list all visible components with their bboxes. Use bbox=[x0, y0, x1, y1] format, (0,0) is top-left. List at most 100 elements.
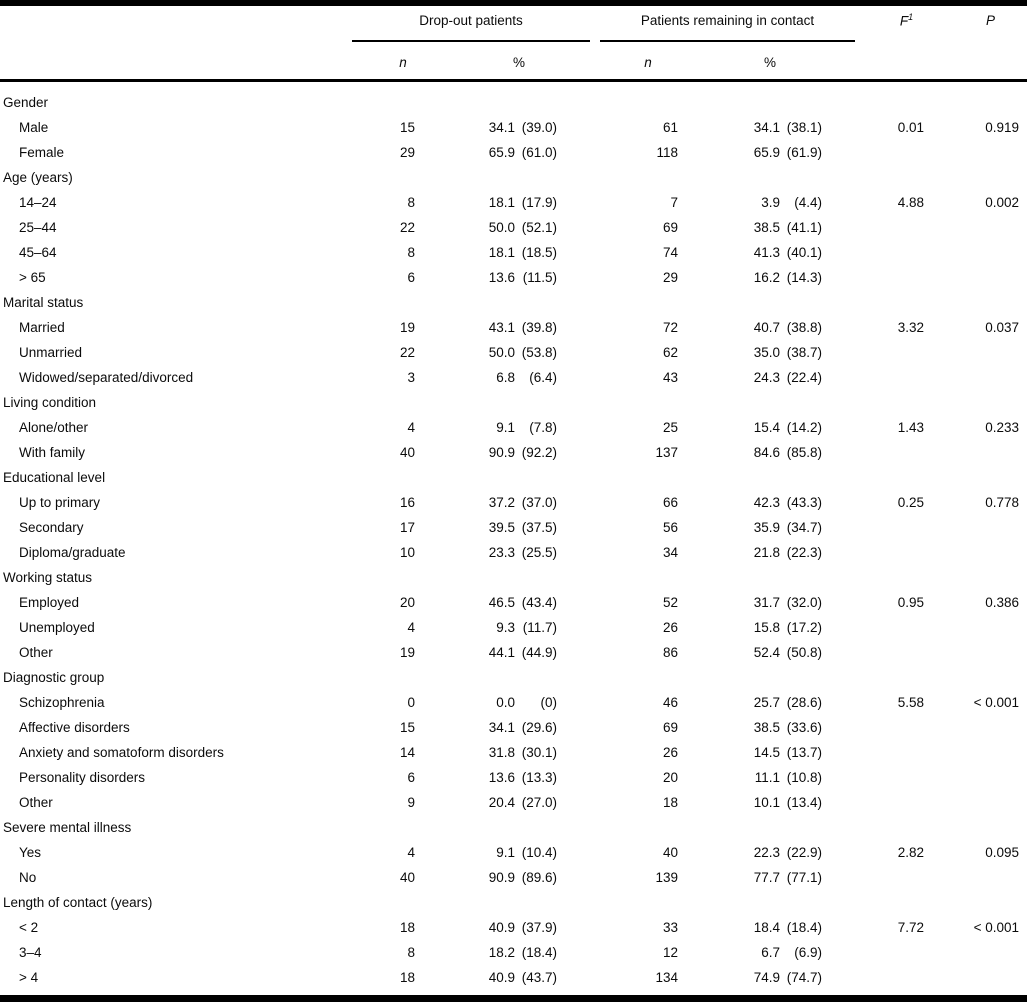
remaining-pct-paren: (50.8) bbox=[786, 645, 822, 660]
dropout-pct-cell: 39.5 (37.5) bbox=[452, 520, 572, 535]
dropout-pct-value: 34.1 bbox=[488, 120, 515, 135]
dropout-pct-value: 40.9 bbox=[488, 970, 515, 985]
data-row: Other 19 44.1 (44.9) 86 52.4 (50.8) bbox=[0, 640, 1027, 665]
p-value-header: P bbox=[985, 13, 995, 28]
remaining-n-value: 34 bbox=[662, 545, 678, 560]
dropout-pct-value: 46.5 bbox=[488, 595, 515, 610]
section-label: Living condition bbox=[3, 395, 97, 410]
remaining-pct-value: 42.3 bbox=[753, 495, 780, 510]
top-rule bbox=[0, 0, 1027, 6]
remaining-n-value: 20 bbox=[662, 770, 678, 785]
remaining-pct-value: 15.4 bbox=[753, 420, 780, 435]
remaining-pct-value: 84.6 bbox=[753, 445, 780, 460]
remaining-n-value: 46 bbox=[662, 695, 678, 710]
section-label: Marital status bbox=[3, 295, 84, 310]
remaining-pct-cell: 35.9 (34.7) bbox=[722, 520, 827, 535]
dropout-pct-cell: 18.2 (18.4) bbox=[452, 945, 572, 960]
dropout-pct-cell: 43.1 (39.8) bbox=[452, 320, 572, 335]
data-row: Female 29 65.9 (61.0) 118 65.9 (61.9) bbox=[0, 140, 1027, 165]
remaining-pct-paren: (18.4) bbox=[786, 920, 822, 935]
remaining-pct-value: 35.0 bbox=[753, 345, 780, 360]
remaining-pct-value: 74.9 bbox=[753, 970, 780, 985]
remaining-pct-cell: 84.6 (85.8) bbox=[722, 445, 827, 460]
data-row: Up to primary 16 37.2 (37.0) 66 42.3 (43.3) 0.2… bbox=[0, 490, 1027, 515]
remaining-pct-paren: (61.9) bbox=[786, 145, 822, 160]
remaining-pct-value: 31.7 bbox=[753, 595, 780, 610]
data-row: < 2 18 40.9 (37.9) 33 18.4 (18.4) 7.72 < 0.001 bbox=[0, 915, 1027, 940]
row-label: Diploma/graduate bbox=[19, 545, 126, 560]
p-value: 0.095 bbox=[985, 845, 1019, 860]
remaining-pct-paren: (32.0) bbox=[786, 595, 822, 610]
bottom-rule bbox=[0, 995, 1027, 1002]
dropout-pct-paren: (27.0) bbox=[521, 795, 557, 810]
remaining-n-value: 25 bbox=[662, 420, 678, 435]
dropout-pct-value: 65.9 bbox=[488, 145, 515, 160]
dropout-n-value: 40 bbox=[399, 445, 415, 460]
data-row: > 4 18 40.9 (43.7) 134 74.9 (74.7) bbox=[0, 965, 1027, 990]
remaining-pct-paren: (13.7) bbox=[786, 745, 822, 760]
data-row: Male 15 34.1 (39.0) 61 34.1 (38.1) 0.01 0.919 bbox=[0, 115, 1027, 140]
remaining-pct-paren: (85.8) bbox=[786, 445, 822, 460]
remaining-pct-value: 34.1 bbox=[753, 120, 780, 135]
row-label: Unemployed bbox=[19, 620, 95, 635]
remaining-pct-paren: (38.7) bbox=[786, 345, 822, 360]
row-label: 14–24 bbox=[19, 195, 57, 210]
data-row: Schizophrenia 0 0.0 (0) 46 25.7 (28.6) 5.58 < 0.… bbox=[0, 690, 1027, 715]
dropout-n-value: 6 bbox=[407, 770, 415, 785]
remaining-pct-value: 18.4 bbox=[753, 920, 780, 935]
remaining-pct-cell: 11.1 (10.8) bbox=[722, 770, 827, 785]
remaining-n-value: 7 bbox=[670, 195, 678, 210]
dropout-pct-cell: 50.0 (52.1) bbox=[452, 220, 572, 235]
dropout-pct-value: 9.1 bbox=[496, 420, 515, 435]
row-label: Up to primary bbox=[19, 495, 101, 510]
remaining-pct-paren: (28.6) bbox=[786, 695, 822, 710]
remaining-pct-cell: 40.7 (38.8) bbox=[722, 320, 827, 335]
remaining-pct-cell: 38.5 (33.6) bbox=[722, 720, 827, 735]
remaining-pct-paren: (17.2) bbox=[786, 620, 822, 635]
table-header: Drop-out patients Patients remaining in … bbox=[0, 0, 1027, 90]
dropout-pct-cell: 13.6 (13.3) bbox=[452, 770, 572, 785]
dropout-pct-cell: 40.9 (43.7) bbox=[452, 970, 572, 985]
dropout-group-underline bbox=[352, 40, 590, 42]
remaining-pct-cell: 77.7 (77.1) bbox=[722, 870, 827, 885]
remaining-pct-value: 3.9 bbox=[761, 195, 780, 210]
remaining-n-value: 69 bbox=[662, 720, 678, 735]
dropout-n-value: 8 bbox=[407, 195, 415, 210]
remaining-n-value: 134 bbox=[655, 970, 678, 985]
row-label: Married bbox=[19, 320, 65, 335]
dropout-n-value: 9 bbox=[407, 795, 415, 810]
f-statistic-value: 3.32 bbox=[897, 320, 924, 335]
f-letter: F bbox=[899, 13, 909, 29]
header-rule bbox=[0, 79, 1027, 82]
column-group-dropout-patients: Drop-out patients bbox=[419, 13, 523, 28]
dropout-pct-paren: (7.8) bbox=[529, 420, 557, 435]
dropout-pct-paren: (18.4) bbox=[521, 945, 557, 960]
remaining-pct-cell: 34.1 (38.1) bbox=[722, 120, 827, 135]
dropout-pct-paren: (10.4) bbox=[521, 845, 557, 860]
data-row: Married 19 43.1 (39.8) 72 40.7 (38.8) 3.32 0.037 bbox=[0, 315, 1027, 340]
remaining-pct-cell: 21.8 (22.3) bbox=[722, 545, 827, 560]
dropout-n-value: 15 bbox=[399, 720, 415, 735]
data-row: > 65 6 13.6 (11.5) 29 16.2 (14.3) bbox=[0, 265, 1027, 290]
remaining-pct-paren: (40.1) bbox=[786, 245, 822, 260]
remaining-pct-value: 22.3 bbox=[753, 845, 780, 860]
f-statistic-value: 7.72 bbox=[897, 920, 924, 935]
dropout-pct-cell: 20.4 (27.0) bbox=[452, 795, 572, 810]
f-statistic-value: 5.58 bbox=[897, 695, 924, 710]
remaining-pct-paren: (74.7) bbox=[786, 970, 822, 985]
dropout-n-value: 19 bbox=[399, 645, 415, 660]
dropout-pct-paren: (13.3) bbox=[521, 770, 557, 785]
dropout-pct-paren: (39.0) bbox=[521, 120, 557, 135]
dropout-pct-value: 40.9 bbox=[488, 920, 515, 935]
remaining-pct-cell: 15.8 (17.2) bbox=[722, 620, 827, 635]
dropout-pct-paren: (17.9) bbox=[521, 195, 557, 210]
remaining-pct-value: 52.4 bbox=[753, 645, 780, 660]
data-row: Other 9 20.4 (27.0) 18 10.1 (13.4) bbox=[0, 790, 1027, 815]
remaining-pct-cell: 35.0 (38.7) bbox=[722, 345, 827, 360]
remaining-n-value: 33 bbox=[662, 920, 678, 935]
data-row: Personality disorders 6 13.6 (13.3) 20 11.1 (1… bbox=[0, 765, 1027, 790]
dropout-pct-value: 20.4 bbox=[488, 795, 515, 810]
dropout-pct-paren: (11.5) bbox=[522, 270, 557, 285]
p-value: 0.778 bbox=[985, 495, 1019, 510]
dropout-pct-cell: 50.0 (53.8) bbox=[452, 345, 572, 360]
